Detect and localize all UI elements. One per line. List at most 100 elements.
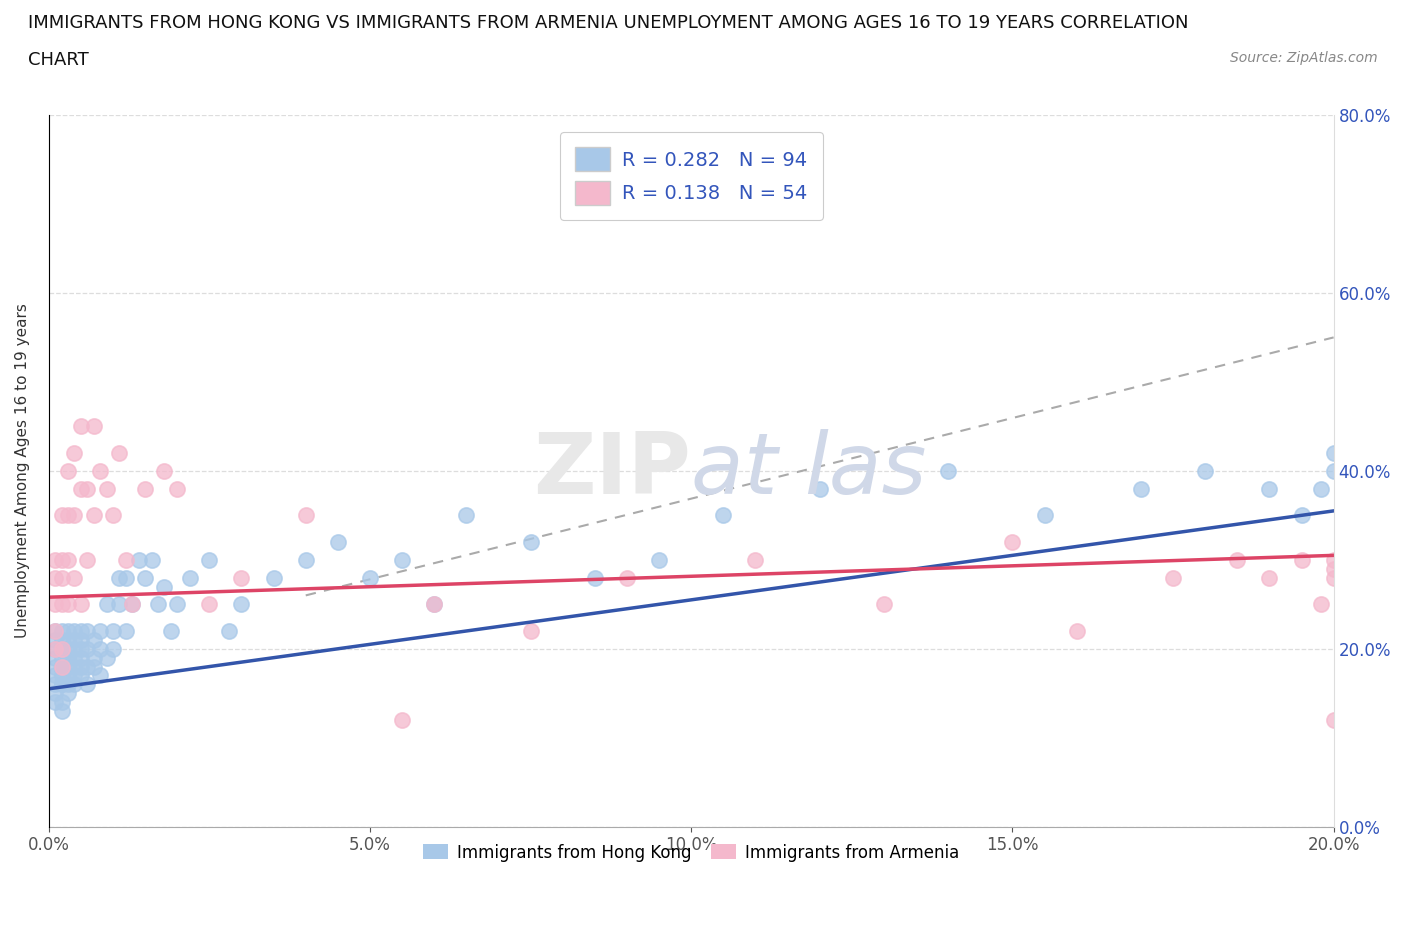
Point bbox=[166, 481, 188, 496]
Point bbox=[1323, 712, 1346, 727]
Point bbox=[70, 623, 93, 638]
Point bbox=[76, 642, 98, 657]
Point bbox=[56, 650, 79, 665]
Point bbox=[70, 481, 93, 496]
Point bbox=[89, 463, 111, 478]
Point bbox=[63, 668, 86, 683]
Point bbox=[108, 445, 131, 460]
Point bbox=[744, 552, 766, 567]
Point bbox=[51, 695, 73, 710]
Point bbox=[44, 552, 66, 567]
Point bbox=[101, 642, 124, 657]
Text: IMMIGRANTS FROM HONG KONG VS IMMIGRANTS FROM ARMENIA UNEMPLOYMENT AMONG AGES 16 : IMMIGRANTS FROM HONG KONG VS IMMIGRANTS … bbox=[28, 14, 1188, 32]
Point bbox=[63, 570, 86, 585]
Point bbox=[89, 668, 111, 683]
Point bbox=[51, 677, 73, 692]
Point bbox=[218, 623, 240, 638]
Point bbox=[1323, 570, 1346, 585]
Point bbox=[359, 570, 381, 585]
Point bbox=[51, 642, 73, 657]
Point bbox=[1033, 508, 1056, 523]
Point bbox=[423, 597, 446, 612]
Point bbox=[146, 597, 169, 612]
Point bbox=[76, 677, 98, 692]
Point bbox=[70, 668, 93, 683]
Point bbox=[56, 642, 79, 657]
Point bbox=[70, 650, 93, 665]
Point bbox=[63, 677, 86, 692]
Point bbox=[51, 597, 73, 612]
Point bbox=[44, 695, 66, 710]
Point bbox=[70, 642, 93, 657]
Point bbox=[96, 650, 118, 665]
Point bbox=[1161, 570, 1184, 585]
Point bbox=[56, 597, 79, 612]
Point bbox=[294, 552, 316, 567]
Point bbox=[63, 508, 86, 523]
Point bbox=[128, 552, 150, 567]
Point bbox=[56, 659, 79, 674]
Point bbox=[51, 632, 73, 647]
Point bbox=[121, 597, 143, 612]
Point bbox=[936, 463, 959, 478]
Point bbox=[76, 659, 98, 674]
Point bbox=[83, 659, 105, 674]
Point bbox=[56, 677, 79, 692]
Point bbox=[51, 508, 73, 523]
Point bbox=[63, 642, 86, 657]
Point bbox=[1129, 481, 1152, 496]
Point bbox=[51, 677, 73, 692]
Point bbox=[1323, 562, 1346, 577]
Point bbox=[1066, 623, 1088, 638]
Point bbox=[231, 597, 253, 612]
Text: at las: at las bbox=[692, 430, 927, 512]
Point bbox=[56, 685, 79, 700]
Point bbox=[70, 418, 93, 433]
Point bbox=[44, 570, 66, 585]
Point bbox=[1309, 481, 1331, 496]
Point bbox=[51, 552, 73, 567]
Point bbox=[808, 481, 831, 496]
Point bbox=[711, 508, 734, 523]
Point bbox=[51, 623, 73, 638]
Point bbox=[1226, 552, 1249, 567]
Point bbox=[101, 508, 124, 523]
Point bbox=[326, 535, 349, 550]
Point bbox=[56, 552, 79, 567]
Point bbox=[44, 668, 66, 683]
Point bbox=[96, 481, 118, 496]
Point bbox=[1309, 597, 1331, 612]
Point bbox=[44, 642, 66, 657]
Point bbox=[51, 642, 73, 657]
Point bbox=[44, 659, 66, 674]
Point bbox=[115, 552, 138, 567]
Point bbox=[70, 597, 93, 612]
Point bbox=[583, 570, 606, 585]
Point bbox=[134, 570, 156, 585]
Point bbox=[44, 677, 66, 692]
Point bbox=[44, 623, 66, 638]
Point bbox=[51, 659, 73, 674]
Point bbox=[1323, 463, 1346, 478]
Point bbox=[231, 570, 253, 585]
Point bbox=[1001, 535, 1024, 550]
Point bbox=[44, 597, 66, 612]
Point bbox=[83, 632, 105, 647]
Point bbox=[391, 712, 413, 727]
Point bbox=[51, 570, 73, 585]
Point bbox=[141, 552, 163, 567]
Point bbox=[56, 508, 79, 523]
Point bbox=[44, 685, 66, 700]
Point bbox=[616, 570, 638, 585]
Point bbox=[44, 632, 66, 647]
Point bbox=[51, 642, 73, 657]
Point bbox=[294, 508, 316, 523]
Point bbox=[121, 597, 143, 612]
Point bbox=[63, 650, 86, 665]
Point bbox=[56, 650, 79, 665]
Point bbox=[134, 481, 156, 496]
Point bbox=[1194, 463, 1216, 478]
Point bbox=[391, 552, 413, 567]
Point bbox=[44, 650, 66, 665]
Point bbox=[198, 597, 221, 612]
